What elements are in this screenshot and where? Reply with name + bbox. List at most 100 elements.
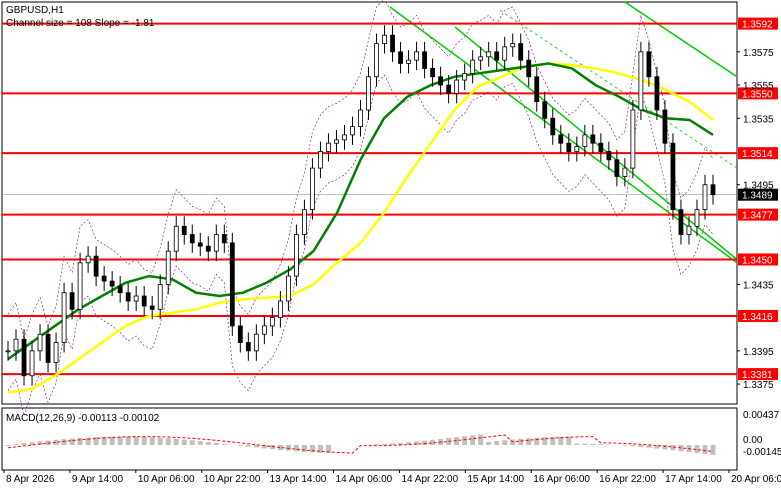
macd-bar <box>5 445 11 446</box>
x-tick-label: 16 Apr 06:00 <box>533 474 590 485</box>
y-tick-label: 1.3435 <box>743 280 774 291</box>
candle-body <box>189 234 195 244</box>
symbol-title: GBPUSD,H1 <box>6 5 64 16</box>
candle-body <box>606 151 612 161</box>
macd-bar <box>309 445 315 453</box>
candle-body <box>229 242 235 327</box>
candle-body <box>69 292 75 310</box>
candle-body <box>486 51 492 58</box>
current-price-label: 1.3489 <box>742 191 773 202</box>
macd-bar <box>325 445 331 454</box>
candle-body <box>558 134 564 144</box>
candle-body <box>85 255 91 264</box>
macd-bar <box>694 445 700 454</box>
candle-body <box>654 76 660 111</box>
candle-body <box>37 333 43 352</box>
macd-bar <box>133 436 139 445</box>
level-tag-label: 1.3592 <box>742 20 773 31</box>
candle-body <box>149 305 155 310</box>
level-tag-label: 1.3477 <box>742 211 773 222</box>
candle-body <box>117 285 123 294</box>
candle-body <box>366 76 371 111</box>
candle-body <box>53 342 59 363</box>
candle-body <box>261 325 267 335</box>
x-tick-label: 15 Apr 14:00 <box>467 474 524 485</box>
x-tick-label: 8 Apr 2026 <box>6 474 55 485</box>
price-panel <box>1 1 738 405</box>
candle-body <box>125 292 131 302</box>
macd-bar <box>277 445 283 450</box>
candle-body <box>213 234 219 252</box>
macd-bar <box>197 441 203 445</box>
candle-body <box>614 159 620 177</box>
ma-fast-line <box>7 62 714 394</box>
macd-bar <box>622 445 628 446</box>
candle-body <box>678 209 684 235</box>
y-tick-label: 1.3395 <box>743 347 774 358</box>
macd-bar <box>37 441 43 445</box>
macd-bar <box>301 445 307 452</box>
macd-bar <box>157 437 163 445</box>
macd-bar <box>245 445 251 447</box>
ma-slow-line <box>7 62 714 361</box>
candle-body <box>582 134 588 147</box>
candle-body <box>310 167 315 211</box>
macd-bar <box>574 443 580 445</box>
candle-body <box>318 151 323 169</box>
macd-bar <box>598 444 604 445</box>
envelope-lower <box>7 74 714 417</box>
macd-bar <box>141 437 147 445</box>
macd-bar <box>269 445 275 450</box>
candle-body <box>574 146 580 152</box>
macd-bar <box>117 436 123 445</box>
candle-body <box>710 184 716 196</box>
candle-body <box>45 333 51 363</box>
macd-bar <box>494 441 500 445</box>
candle-body <box>197 242 203 247</box>
candle-body <box>61 292 67 343</box>
macd-bar <box>646 445 652 448</box>
candle-body <box>302 209 307 235</box>
candle-body <box>221 234 227 244</box>
macd-bar <box>486 441 492 445</box>
candle-body <box>109 280 115 287</box>
x-tick-label: 10 Apr 22:00 <box>204 474 261 485</box>
macd-bar <box>261 445 267 449</box>
macd-bar <box>181 439 187 445</box>
macd-bar <box>422 440 428 445</box>
channel-top-line <box>624 1 738 78</box>
macd-bar <box>390 443 396 445</box>
candle-body <box>77 262 83 310</box>
macd-bar <box>173 438 179 445</box>
macd-bar <box>253 445 259 448</box>
macd-bar <box>526 438 532 445</box>
candle-body <box>285 275 291 302</box>
macd-bar <box>101 436 107 445</box>
candle-body <box>165 250 171 285</box>
level-tag-label: 1.3514 <box>742 149 773 160</box>
candle-body <box>245 342 251 352</box>
y-tick-label: 1.3535 <box>743 114 774 125</box>
candle-body <box>205 245 211 252</box>
macd-bar <box>430 439 436 445</box>
macd-bar <box>590 443 596 445</box>
macd-bar <box>374 444 380 445</box>
macd-panel <box>1 407 738 471</box>
x-tick-label: 10 Apr 06:00 <box>138 474 195 485</box>
candle-body <box>454 79 460 94</box>
macd-bar <box>205 442 211 445</box>
candle-body <box>518 43 524 61</box>
x-tick-label: 17 Apr 14:00 <box>665 474 722 485</box>
macd-bar <box>93 437 99 445</box>
candle-body <box>157 283 163 310</box>
macd-bar <box>53 439 59 445</box>
candle-body <box>686 225 692 235</box>
macd-bar <box>29 442 35 445</box>
y-tick-label: 1.3575 <box>743 48 774 59</box>
macd-bar <box>654 445 660 449</box>
level-tag <box>738 87 778 100</box>
macd-bar <box>414 441 420 445</box>
candle-body <box>13 338 19 352</box>
level-tag <box>738 368 778 381</box>
